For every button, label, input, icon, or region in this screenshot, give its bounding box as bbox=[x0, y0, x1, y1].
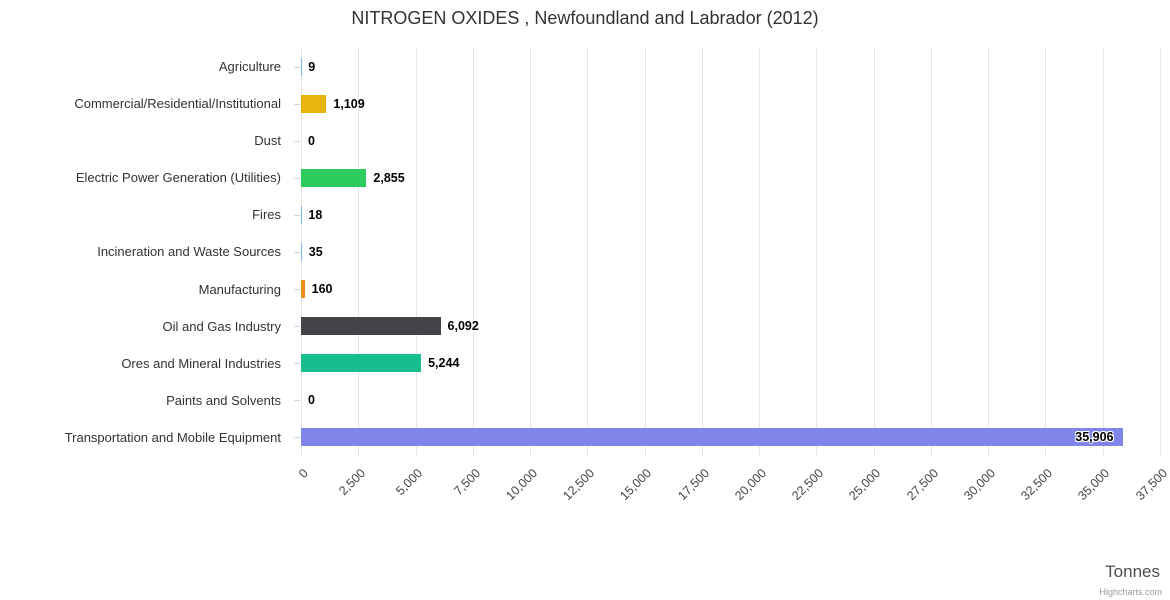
gridline bbox=[530, 48, 532, 456]
gridline bbox=[358, 48, 360, 456]
gridline bbox=[587, 48, 589, 456]
y-axis-tick bbox=[294, 289, 300, 291]
bar[interactable] bbox=[301, 354, 422, 373]
category-label: Dust bbox=[254, 133, 281, 149]
value-label: 1,109 bbox=[333, 96, 365, 111]
value-label: 2,855 bbox=[373, 170, 405, 185]
gridline bbox=[816, 48, 818, 456]
bar[interactable] bbox=[301, 317, 441, 336]
category-label: Electric Power Generation (Utilities) bbox=[75, 170, 281, 186]
value-label: 18 bbox=[308, 207, 323, 222]
bar-row: 9 bbox=[294, 48, 1160, 85]
x-axis-tick-label: 15,000 bbox=[617, 466, 655, 503]
bar-row: 0 bbox=[294, 382, 1160, 419]
value-label: 6,092 bbox=[447, 319, 479, 334]
bar-row: 160 bbox=[294, 271, 1160, 308]
value-label: 5,244 bbox=[428, 356, 460, 371]
x-axis-tick-label: 27,500 bbox=[903, 466, 941, 503]
y-axis-tick bbox=[294, 214, 300, 216]
gridline bbox=[472, 48, 474, 456]
category-label: Commercial/Residential/Institutional bbox=[74, 96, 281, 112]
bar-row: 1,109 bbox=[294, 85, 1160, 122]
gridline bbox=[930, 48, 932, 456]
gridline bbox=[415, 48, 417, 456]
value-label: 0 bbox=[308, 393, 315, 408]
category-label: Manufacturing bbox=[198, 281, 281, 297]
y-axis-tick bbox=[294, 251, 300, 253]
gridline bbox=[644, 48, 646, 456]
x-axis-labels: 0 2,500 5,000 7,500 10,000 12,500 15,000 17,500… bbox=[0, 456, 1170, 546]
y-axis-tick bbox=[294, 400, 300, 402]
y-axis-tick bbox=[294, 177, 300, 179]
y-axis-tick bbox=[294, 437, 300, 439]
x-axis-tick-label: 2,500 bbox=[336, 466, 369, 499]
gridline bbox=[701, 48, 703, 456]
x-axis-tick-label: 10,000 bbox=[503, 466, 540, 503]
bar[interactable] bbox=[301, 428, 1124, 447]
gridline bbox=[1160, 48, 1161, 456]
x-axis-tick-label: 7,500 bbox=[450, 466, 483, 499]
x-axis-tick-label: 12,500 bbox=[560, 466, 598, 503]
gridline bbox=[988, 48, 990, 456]
bar[interactable] bbox=[301, 168, 367, 187]
y-axis-tick bbox=[294, 103, 300, 105]
value-label: 160 bbox=[311, 282, 333, 297]
highcharts-credit[interactable]: Highcharts.com bbox=[1099, 587, 1162, 597]
plot-area: 9 1,109 0 2,855 18 35 160 6,092 5,244 0 35,906 bbox=[294, 48, 1161, 456]
x-axis-tick-label: 5,000 bbox=[393, 466, 426, 499]
value-label: 35 bbox=[308, 244, 323, 259]
bar-row: 5,244 bbox=[294, 345, 1160, 382]
bar[interactable] bbox=[301, 242, 302, 261]
category-label: Fires bbox=[252, 207, 281, 223]
gridline bbox=[759, 48, 761, 456]
bar-row: 18 bbox=[294, 196, 1160, 233]
bar-row: 35 bbox=[294, 233, 1160, 270]
bar-row: 35,906 bbox=[294, 419, 1160, 456]
x-axis-tick-label: 22,500 bbox=[789, 466, 827, 503]
bar-row: 6,092 bbox=[294, 308, 1160, 345]
value-label: 0 bbox=[308, 133, 315, 148]
bar-row: 0 bbox=[294, 122, 1160, 159]
x-axis-tick-label: 17,500 bbox=[674, 466, 712, 503]
y-axis-tick bbox=[294, 140, 300, 142]
y-axis-tick bbox=[294, 66, 300, 68]
y-axis-tick bbox=[294, 326, 300, 328]
x-axis-tick-label: 32,500 bbox=[1018, 466, 1056, 503]
category-label: Oil and Gas Industry bbox=[162, 318, 282, 334]
y-axis-tick bbox=[294, 363, 300, 365]
x-axis-tick-label: 0 bbox=[296, 466, 311, 481]
category-label: Agriculture bbox=[218, 59, 281, 74]
gridline bbox=[1102, 48, 1104, 456]
bar-row: 2,855 bbox=[294, 159, 1160, 196]
x-axis-tick-label: 35,000 bbox=[1075, 466, 1113, 503]
gridline bbox=[873, 48, 875, 456]
x-axis-tick-label: 20,000 bbox=[732, 466, 770, 503]
bar[interactable] bbox=[301, 280, 305, 299]
bar[interactable] bbox=[301, 94, 327, 113]
x-axis-tick-label: 25,000 bbox=[846, 466, 884, 503]
gridline bbox=[1045, 48, 1047, 456]
chart-title: NITROGEN OXIDES , Newfoundland and Labra… bbox=[351, 8, 819, 28]
category-label: Incineration and Waste Sources bbox=[97, 244, 281, 260]
value-label: 35,906 bbox=[1075, 430, 1114, 445]
category-label: Paints and Solvents bbox=[166, 392, 281, 408]
x-axis-title: Tonnes bbox=[1105, 562, 1160, 581]
category-label: Ores and Mineral Industries bbox=[121, 355, 281, 371]
category-label: Transportation and Mobile Equipment bbox=[64, 429, 281, 445]
x-axis-tick-label: 37,500 bbox=[1132, 466, 1170, 503]
x-axis-tick-label: 30,000 bbox=[961, 466, 999, 503]
y-axis-category-labels: Agriculture Commercial/Residential/Instit… bbox=[0, 48, 291, 456]
value-label: 9 bbox=[308, 59, 316, 74]
